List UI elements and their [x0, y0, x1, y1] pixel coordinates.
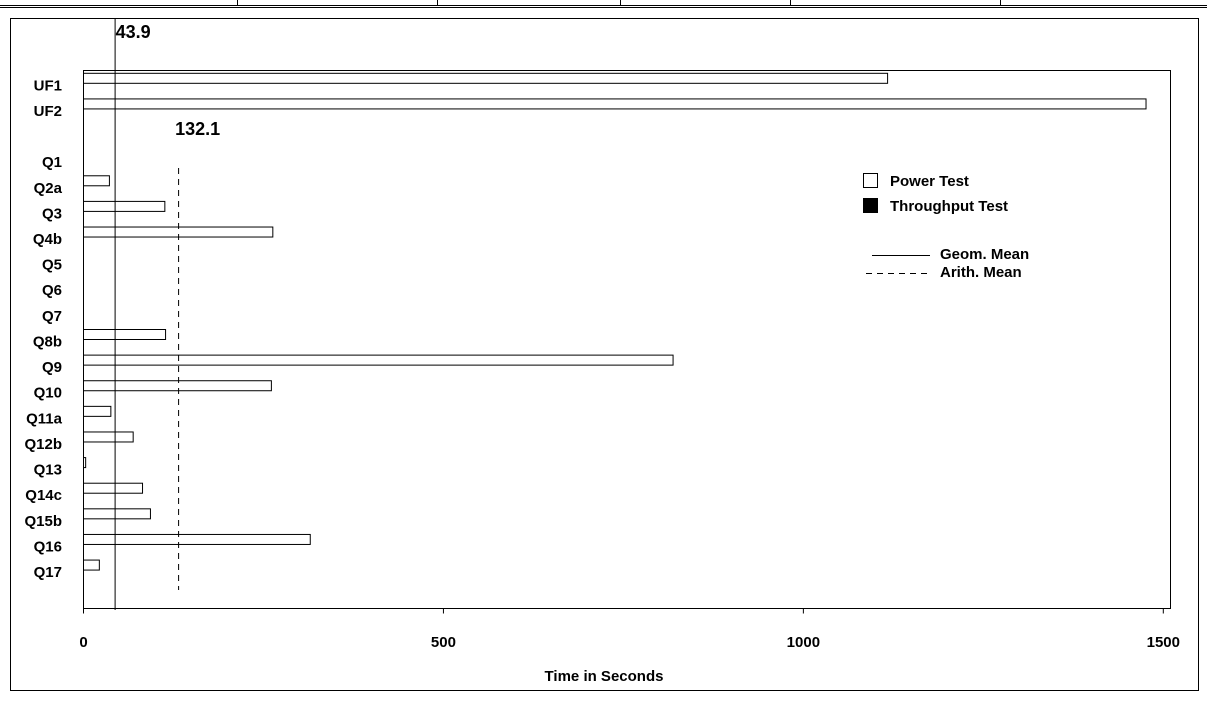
y-tick-label: Q10 — [34, 385, 62, 402]
y-tick-label: Q1 — [42, 154, 62, 171]
legend: Power Test Throughput Test Geom. Mean Ar… — [863, 173, 1029, 281]
bar — [83, 200, 166, 212]
y-tick-label: Q14c — [25, 487, 62, 504]
y-tick-label: UF2 — [34, 103, 62, 120]
y-tick-label: Q6 — [42, 282, 62, 299]
bar — [83, 482, 144, 494]
y-tick-label: Q13 — [34, 462, 62, 479]
bar — [83, 405, 112, 417]
y-tick-label: Q4b — [33, 231, 62, 248]
bar — [83, 380, 272, 392]
bar — [83, 175, 110, 187]
y-tick-label: Q7 — [42, 308, 62, 325]
y-tick-label: Q3 — [42, 205, 62, 222]
frame — [10, 18, 1199, 691]
legend-swatch — [863, 173, 878, 188]
x-axis-label: Time in Seconds — [545, 668, 664, 685]
reference-label: 132.1 — [175, 119, 220, 139]
y-tick-label: Q5 — [42, 257, 62, 274]
bar — [83, 533, 311, 545]
legend-label: Throughput Test — [890, 198, 1008, 215]
x-tick-label: 500 — [431, 634, 456, 651]
bar — [83, 98, 1147, 110]
legend-label: Arith. Mean — [940, 264, 1022, 281]
y-tick-label: Q12b — [24, 436, 62, 453]
legend-label: Geom. Mean — [940, 246, 1029, 263]
y-tick-label: Q16 — [34, 538, 62, 555]
bar — [83, 559, 100, 571]
reference-label: 43.9 — [116, 22, 151, 42]
y-tick-label: UF1 — [34, 77, 62, 94]
bar — [83, 72, 889, 84]
bar — [83, 354, 674, 366]
y-tick-label: Q8b — [33, 333, 62, 350]
x-tick-label: 0 — [79, 634, 87, 651]
legend-label: Power Test — [890, 173, 969, 190]
bar — [83, 329, 167, 340]
bar — [83, 457, 87, 469]
x-tick-label: 1000 — [787, 634, 820, 651]
bar — [83, 431, 134, 443]
header-strip — [0, 0, 1207, 8]
y-tick-label: Q17 — [34, 564, 62, 581]
y-tick-label: Q11a — [26, 410, 63, 427]
x-tick-label: 1500 — [1147, 634, 1180, 651]
y-tick-label: Q2a — [34, 180, 63, 197]
legend-swatch — [863, 198, 878, 213]
y-tick-label: Q15b — [24, 513, 62, 530]
bar — [83, 508, 151, 520]
plot-area — [83, 70, 1171, 609]
y-tick-label: Q9 — [42, 359, 62, 376]
